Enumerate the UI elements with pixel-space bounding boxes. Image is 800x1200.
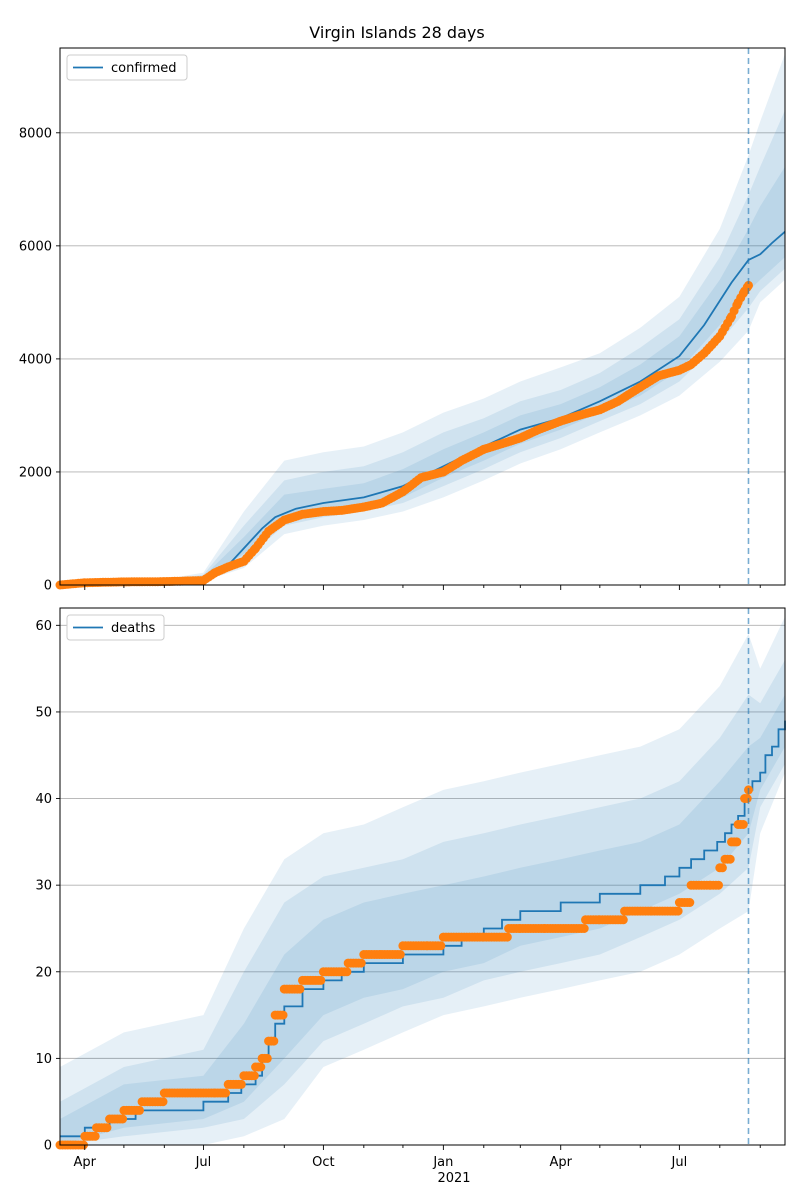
- observed-point: [744, 280, 753, 290]
- legend: deaths: [66, 614, 165, 641]
- x-tick-label: Apr: [74, 1155, 97, 1170]
- y-tick-label: 0: [44, 579, 52, 594]
- uncertainty-band-2: [60, 166, 785, 585]
- x-tick-label: Jul: [671, 1155, 688, 1170]
- deaths-panel: 0 10 20 30 40 50 60 deaths: [35, 607, 786, 1154]
- y-tick-label: 20: [35, 965, 52, 980]
- y-tick-label: 6000: [19, 239, 52, 254]
- observed-point: [436, 941, 446, 951]
- x-tick-label: Apr: [549, 1155, 572, 1170]
- x-axis-labels: Apr Jul Oct Jan Apr Jul: [74, 1155, 688, 1170]
- observed-point: [579, 924, 589, 933]
- y-tick-label: 60: [35, 619, 52, 634]
- uncertainty-band-1: [60, 660, 785, 1145]
- uncertainty-band-2: [60, 694, 785, 1145]
- observed-point: [685, 898, 695, 907]
- x-tick-label: Jan: [432, 1155, 453, 1170]
- observed-point: [158, 1097, 168, 1107]
- legend-label: confirmed: [111, 61, 177, 76]
- observed-point: [316, 975, 326, 985]
- x-axis-year-label: 2021: [437, 1171, 470, 1186]
- observed-point: [295, 984, 305, 994]
- observed-point: [717, 863, 727, 873]
- observed-point: [732, 837, 742, 847]
- observed-point: [742, 794, 752, 803]
- legend-box: [66, 614, 165, 641]
- observed-point: [738, 820, 748, 829]
- plot-frame: [59, 47, 786, 586]
- observed-point: [102, 1123, 112, 1133]
- observed-point: [221, 1088, 231, 1098]
- observed-point: [673, 906, 683, 916]
- observed-point: [395, 950, 405, 959]
- y-tick-label: 4000: [19, 352, 52, 367]
- observed-point: [236, 1079, 246, 1089]
- y-tick-label: 2000: [19, 465, 52, 480]
- y-tick-label: 8000: [19, 126, 52, 141]
- uncertainty-band-1: [60, 110, 785, 585]
- observed-point: [714, 880, 723, 890]
- y-tick-label: 0: [44, 1139, 52, 1154]
- legend-box: [66, 54, 188, 81]
- observed-point: [502, 932, 512, 942]
- observed-point: [135, 1105, 144, 1115]
- chart-title: Virgin Islands 28 days: [309, 23, 484, 42]
- y-tick-label: 30: [35, 879, 52, 894]
- x-tick-label: Oct: [312, 1155, 334, 1170]
- observed-point: [118, 1114, 128, 1124]
- observed-point: [342, 967, 352, 977]
- observed-point: [725, 854, 735, 864]
- legend-label: deaths: [111, 621, 156, 636]
- observed-point: [256, 1062, 266, 1072]
- model-line: [59, 231, 786, 586]
- y-tick-label: 50: [35, 705, 52, 720]
- y-tick-label: 10: [35, 1052, 52, 1067]
- observed-point: [278, 1010, 288, 1020]
- x-tick-label: Jul: [195, 1155, 212, 1170]
- y-tick-label: 40: [35, 792, 52, 807]
- confirmed-panel: 0 2000 4000 6000 8000 confirmed: [19, 47, 786, 594]
- observed-point: [356, 958, 366, 968]
- observed-point: [249, 1071, 259, 1081]
- legend: confirmed: [66, 54, 188, 81]
- uncertainty-band-0: [60, 53, 785, 585]
- plot-frame: [59, 607, 786, 1146]
- observed-point: [269, 1036, 279, 1046]
- observed-point: [90, 1131, 100, 1141]
- observed-point: [262, 1053, 272, 1063]
- uncertainty-band-0: [60, 616, 785, 1145]
- observed-point: [618, 915, 628, 925]
